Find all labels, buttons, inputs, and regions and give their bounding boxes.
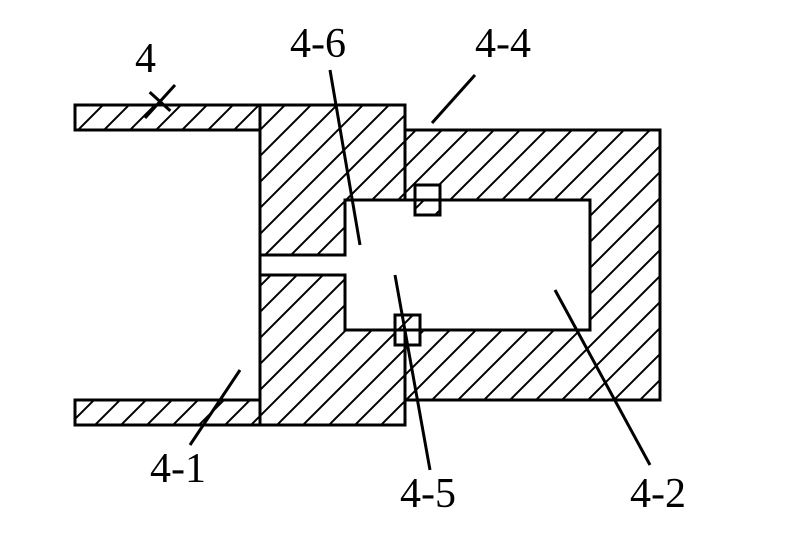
label-4: 4 (135, 35, 156, 83)
label-4-4: 4-4 (475, 20, 531, 68)
label-4-5: 4-5 (400, 470, 456, 518)
label-4-1: 4-1 (150, 445, 206, 493)
label-4-2: 4-2 (630, 470, 686, 518)
label-4-6: 4-6 (290, 20, 346, 68)
section-drawing (0, 0, 785, 542)
